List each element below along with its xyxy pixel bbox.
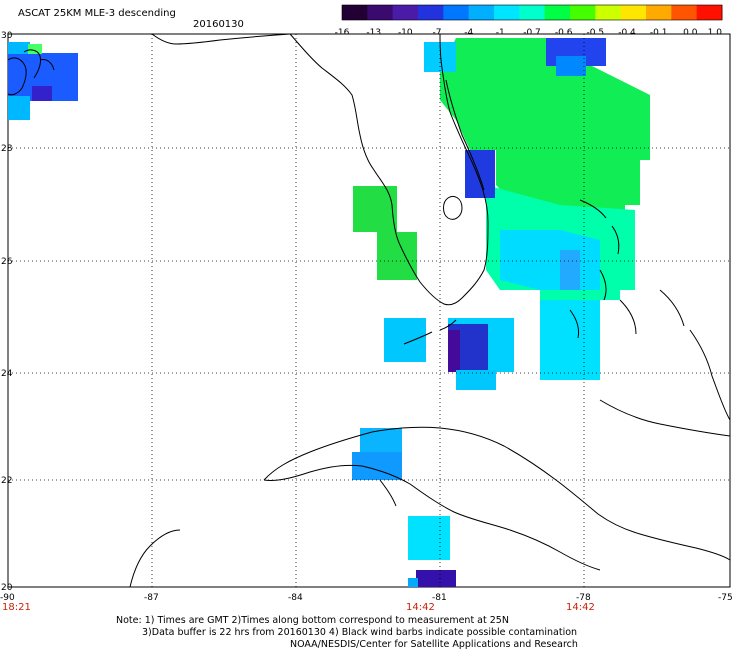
colorbar-label: -0.6: [555, 28, 573, 38]
longitude-labels: -90 -87 -84 -81 -78 -75: [0, 593, 733, 603]
patch-straits-lower: [456, 370, 496, 390]
patch-south-3: [408, 578, 418, 587]
colorbar-swatch: [620, 5, 647, 20]
patch-gulf-green-1: [353, 186, 397, 232]
patch-atlantic-green: [440, 38, 650, 215]
colorbar-label: -0.7: [523, 28, 541, 38]
patch-east-midblue: [560, 250, 580, 290]
coastlines: [7, 33, 731, 588]
colorbar-label: 0.0: [683, 28, 698, 38]
lon-label: -87: [144, 593, 159, 603]
patch-atlantic-blue-2: [556, 56, 586, 76]
patch-gulf-green-2: [377, 232, 417, 280]
lat-label: 22: [1, 476, 12, 486]
map-date: 20160130: [193, 19, 244, 30]
patch-nw-indigo: [32, 86, 52, 101]
cuba-coast: [263, 426, 731, 561]
colorbar-swatch: [443, 5, 470, 20]
colorbar-label: -16: [335, 28, 350, 38]
colorbar-swatch: [468, 5, 495, 20]
map-title: ASCAT 25KM MLE-3 descending: [18, 8, 176, 19]
time-label: 14:42: [406, 602, 435, 613]
colorbar-label: -13: [366, 28, 381, 38]
patch-nw-lower: [8, 96, 30, 120]
time-label: 14:42: [566, 602, 595, 613]
florida-coast: [289, 33, 489, 306]
lat-label: 20: [1, 583, 13, 593]
lat-label: 30: [1, 31, 13, 41]
footer-line-3: NOAA/NESDIS/Center for Satellite Applica…: [290, 639, 578, 650]
lat-label: 26: [1, 257, 13, 267]
colorbar-label: 1.0: [708, 28, 723, 38]
colorbar-swatch: [519, 5, 546, 20]
patch-south-1: [408, 516, 450, 560]
colorbar-label: -0.4: [618, 28, 636, 38]
lon-label: -75: [718, 593, 733, 603]
lat-label: 24: [1, 369, 13, 379]
colorbar-swatch: [494, 5, 520, 20]
patch-nw-cyan: [8, 42, 30, 54]
colorbar-label: -7: [433, 28, 442, 38]
colorbar-swatch: [392, 5, 419, 20]
colorbar: [341, 4, 723, 21]
colorbar-swatch: [367, 5, 394, 20]
colorbar-labels: -16 -13 -10 -7 -4 -1 -0.7 -0.6 -0.5 -0.4 -0.1 0.0 1.…: [335, 28, 723, 38]
lon-label: -81: [432, 593, 447, 603]
footer-note: Note: 1) Times are GMT 2)Times along bot…: [116, 615, 578, 650]
latitude-labels: 30 28 26 24 22 20: [1, 31, 13, 593]
colorbar-label: -4: [464, 28, 473, 38]
footer-line-1: Note: 1) Times are GMT 2)Times along bot…: [116, 615, 509, 626]
patch-keys-cyan: [384, 318, 426, 362]
bahamas: [569, 199, 731, 421]
florida-keys: [403, 319, 457, 345]
colorbar-swatch: [671, 5, 698, 20]
colorbar-swatch: [544, 5, 571, 20]
lat-label: 28: [1, 144, 13, 154]
colorbar-swatch: [696, 5, 723, 20]
colorbar-label: -0.5: [587, 28, 605, 38]
colorbar-swatch: [595, 5, 622, 20]
patch-south-2: [416, 570, 456, 587]
patch-east-coast-cyan: [500, 230, 600, 290]
colorbar-label: -0.1: [650, 28, 668, 38]
colorbar-swatch: [570, 5, 596, 20]
lon-label: -78: [576, 593, 591, 603]
colorbar-swatch: [418, 5, 444, 20]
colorbar-border: [341, 4, 723, 21]
graticule: [8, 34, 730, 587]
data-patches: [8, 38, 650, 587]
colorbar-swatch: [342, 5, 368, 20]
colorbar-label: -10: [398, 28, 413, 38]
footer-line-2: 3)Data buffer is 22 hrs from 20160130 4)…: [142, 627, 577, 638]
patch-straits-indigo: [448, 330, 460, 372]
time-labels: 18:21 14:42 14:42: [2, 602, 595, 613]
colorbar-swatch: [646, 5, 672, 20]
patch-nw-green: [28, 44, 42, 54]
lon-label: -84: [288, 593, 303, 603]
patch-south-cyan: [540, 300, 600, 380]
lon-label: -90: [0, 593, 15, 603]
time-label: 18:21: [2, 602, 31, 613]
colorbar-label: -1: [496, 28, 505, 38]
lake-okeechobee: [443, 195, 463, 220]
